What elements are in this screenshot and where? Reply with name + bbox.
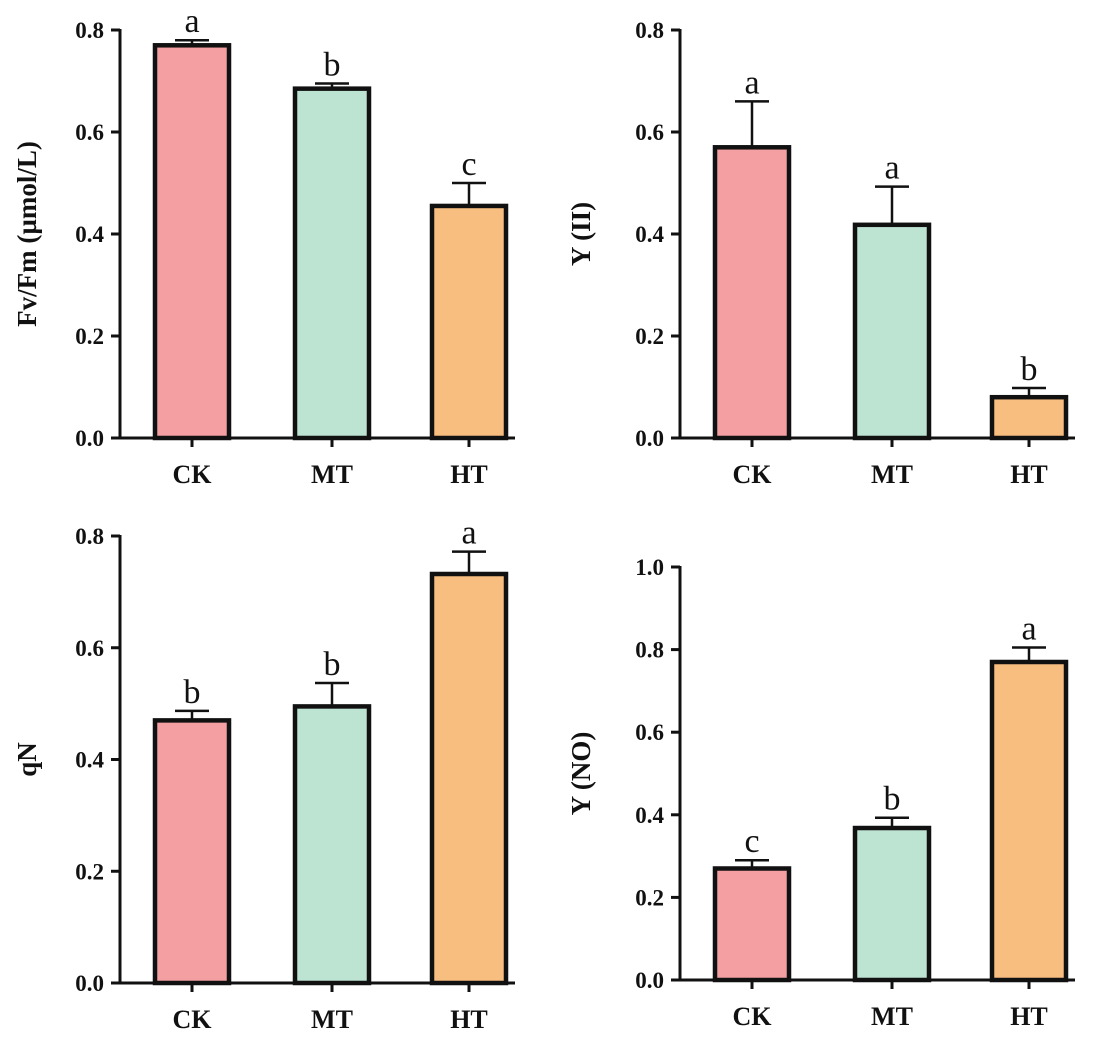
y-tick-label: 0.4 [635,803,664,828]
y-axis-title: Y (NO) [566,732,596,816]
significance-letter: c [461,146,476,183]
significance-letter: b [1021,351,1038,388]
bar-mt [852,222,932,441]
x-tick-label-ck: CK [733,460,773,489]
y-tick-label: 0.2 [75,859,104,884]
bar-mt [292,704,372,986]
y-tick-label: 0.2 [75,324,104,349]
bar-ht [429,203,509,441]
y-tick-label: 0.2 [635,324,664,349]
x-tick-label-ck: CK [733,1002,773,1031]
y-axis-title: Y (II) [566,202,596,266]
y-tick-label: 0.0 [635,426,664,451]
x-tick-label-mt: MT [871,1002,913,1031]
y-tick-label: 0.4 [75,748,104,773]
significance-letter: b [184,674,201,711]
x-tick-label-mt: MT [871,460,913,489]
significance-letter: a [744,64,759,101]
x-tick-label-ck: CK [173,1005,213,1034]
significance-letter: b [324,646,341,683]
bar-ck [152,718,232,986]
x-tick-label-mt: MT [311,1005,353,1034]
bar-ht [989,659,1069,983]
y-axis-title: Fv/Fm (µmol/L) [12,141,42,327]
bar-ck [712,866,792,983]
significance-letter: a [1021,611,1036,648]
y-tick-label: 0.8 [75,18,104,43]
chart-panel-4: 0.0 0.2 0.4 0.6 0.8 1.0 Y (NO) CK c MT b HT a [566,555,1075,1031]
x-tick-label-ht: HT [450,1005,488,1034]
x-tick-label-ht: HT [450,460,488,489]
y-tick-label: 0.6 [75,120,104,145]
bar-mt [292,86,372,441]
significance-letter: b [884,781,901,818]
y-tick-label: 0.2 [635,885,664,910]
significance-letter: c [744,823,759,860]
significance-letter: a [884,150,899,187]
x-tick-label-ht: HT [1010,1002,1048,1031]
bar-ck [712,145,792,441]
bar-mt [852,825,932,983]
bar-ht [989,394,1069,441]
y-tick-label: 0.6 [635,120,664,145]
chart-panel-1: 0.0 0.2 0.4 0.6 0.8 Fv/Fm (µmol/L) CK a MT b HT c [12,3,515,489]
significance-letter: a [184,3,199,40]
bar-ck [152,43,232,441]
y-tick-label: 0.8 [75,524,104,549]
x-tick-label-ck: CK [173,460,213,489]
chart-panel-2: 0.0 0.2 0.4 0.6 0.8 Y (II) CK a MT a HT b [566,18,1075,489]
x-tick-label-ht: HT [1010,460,1048,489]
significance-letter: b [324,47,341,84]
y-tick-label: 0.8 [635,638,664,663]
x-tick-label-mt: MT [311,460,353,489]
y-tick-label: 0.4 [635,222,664,247]
y-tick-label: 1.0 [635,555,664,580]
y-tick-label: 0.0 [635,968,664,993]
y-tick-label: 0.6 [635,720,664,745]
y-tick-label: 0.0 [75,426,104,451]
bar-ht [429,571,509,986]
y-axis-title: qN [12,742,42,777]
significance-letter: a [461,515,476,552]
y-tick-label: 0.8 [635,18,664,43]
chart-panel-3: 0.0 0.2 0.4 0.6 0.8 qN CK b MT b HT a [12,515,515,1034]
y-tick-label: 0.6 [75,636,104,661]
y-tick-label: 0.0 [75,971,104,996]
y-tick-label: 0.4 [75,222,104,247]
